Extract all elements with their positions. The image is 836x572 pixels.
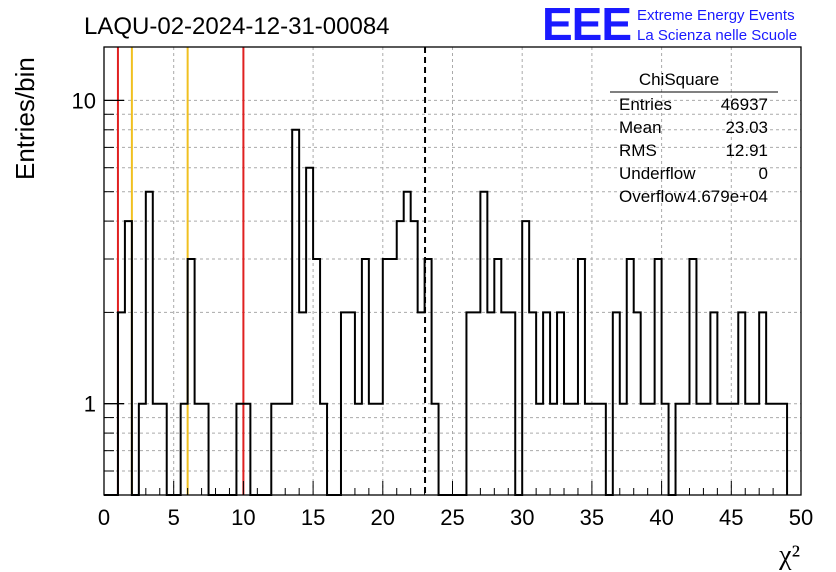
x-tick-label: 15 <box>301 505 325 530</box>
y-tick-label: 1 <box>84 392 96 417</box>
stats-label-entries: Entries <box>619 95 672 114</box>
x-tick-label: 10 <box>231 505 255 530</box>
x-tick-label: 0 <box>98 505 110 530</box>
x-tick-label: 50 <box>789 505 813 530</box>
stats-label-rms: RMS <box>619 141 657 160</box>
stats-box: ChiSquare Entries 46937 Mean 23.03 RMS 1… <box>610 70 778 206</box>
stats-label-overflow: Overflow <box>619 187 687 206</box>
x-tick-label: 20 <box>371 505 395 530</box>
stats-label-mean: Mean <box>619 118 662 137</box>
y-axis-ticks: 1 10 <box>72 88 124 472</box>
x-tick-label: 45 <box>719 505 743 530</box>
stats-value-rms: 12.91 <box>725 141 768 160</box>
x-tick-label: 35 <box>580 505 604 530</box>
logo-line-2: La Scienza nelle Scuole <box>637 27 797 44</box>
x-axis-label: χ² <box>778 540 800 571</box>
plot-title: LAQU-02-2024-12-31-00084 <box>84 13 390 40</box>
stats-label-underflow: Underflow <box>619 164 696 183</box>
stats-value-entries: 46937 <box>721 95 768 114</box>
stats-value-mean: 23.03 <box>725 118 768 137</box>
y-axis-label: Entries/bin <box>10 57 40 180</box>
eee-logo: EEE <box>542 0 631 50</box>
y-tick-label: 10 <box>72 88 96 113</box>
x-axis-ticks: 0 5 10 15 20 25 30 35 40 45 50 <box>98 481 813 530</box>
stats-value-overflow: 4.679e+04 <box>687 187 768 206</box>
logo-line-1: Extreme Energy Events <box>637 7 795 24</box>
grid-lines <box>104 47 801 495</box>
x-tick-label: 40 <box>649 505 673 530</box>
x-tick-label: 30 <box>510 505 534 530</box>
x-tick-label: 25 <box>440 505 464 530</box>
x-tick-label: 5 <box>168 505 180 530</box>
stats-value-underflow: 0 <box>759 164 768 183</box>
stats-title: ChiSquare <box>639 70 719 89</box>
